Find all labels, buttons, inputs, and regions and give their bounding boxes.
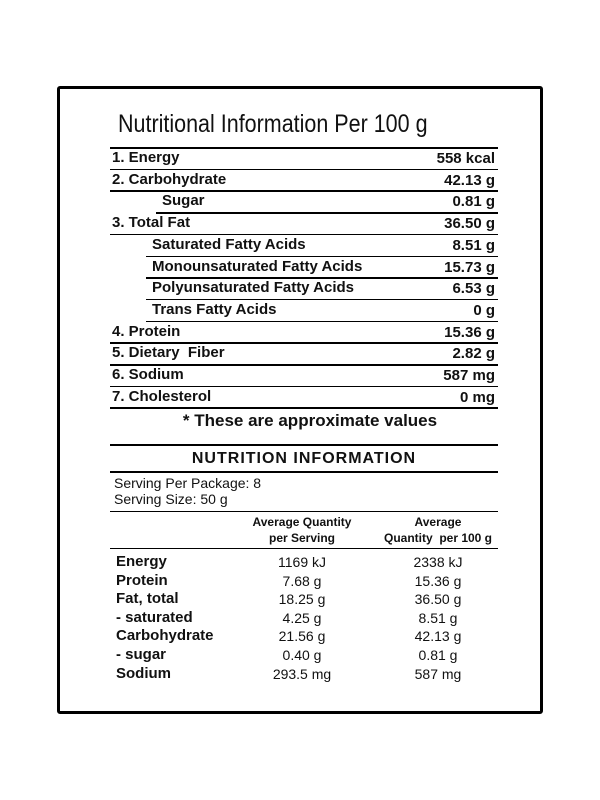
row-rule xyxy=(110,342,498,344)
row-label: 5. Dietary Fiber xyxy=(112,344,225,362)
nutrient-value: 2338 kJ xyxy=(413,554,463,570)
row-label: 1. Energy xyxy=(112,149,180,166)
rule xyxy=(110,511,498,512)
title: Nutritional Information Per 100 g xyxy=(118,110,428,138)
row-label: Saturated Fatty Acids xyxy=(152,235,306,253)
rule xyxy=(110,548,498,549)
nutrient-name: Sodium xyxy=(116,664,171,682)
row-label: 3. Total Fat xyxy=(112,214,191,232)
row-label: Trans Fatty Acids xyxy=(152,300,277,318)
row-rule xyxy=(146,298,498,301)
row-rule xyxy=(110,233,498,236)
nutrient-name: Fat, total xyxy=(116,590,179,608)
serving-info: Serving Size: 50 g xyxy=(114,491,228,507)
nutrient-name: - sugar xyxy=(116,646,167,663)
note: * These are approximate values xyxy=(182,411,438,430)
nutrient-name: Carbohydrate xyxy=(116,627,214,645)
row-value: 587 mg xyxy=(443,367,495,384)
label-frame xyxy=(57,86,543,714)
row-label: 6. Sodium xyxy=(112,366,184,383)
nutrient-value: 587 mg xyxy=(414,665,462,682)
panel-heading: NUTRITION INFORMATION xyxy=(191,450,417,467)
row-rule xyxy=(110,190,498,192)
nutrient-value: 293.5 mg xyxy=(272,665,332,682)
nutrient-value: 42.13 g xyxy=(414,628,462,645)
row-rule xyxy=(110,385,498,388)
row-value: 15.36 g xyxy=(444,323,495,341)
row-value: 15.73 g xyxy=(444,258,495,276)
column-header: Average xyxy=(414,515,462,529)
row-value: 42.13 g xyxy=(444,171,495,189)
rule xyxy=(110,471,498,473)
row-value: 2.82 g xyxy=(452,345,495,363)
row-rule xyxy=(146,277,498,279)
row-value: 558 kcal xyxy=(436,150,495,167)
row-label: Monounsaturated Fatty Acids xyxy=(152,257,363,275)
nutrient-name: - saturated xyxy=(116,608,193,626)
row-label: 2. Carbohydrate xyxy=(112,170,227,188)
row-value: 0.81 g xyxy=(452,193,495,211)
nutrient-value: 18.25 g xyxy=(278,591,326,608)
row-rule xyxy=(146,255,498,257)
nutrient-value: 21.56 g xyxy=(278,628,326,645)
nutrient-name: Energy xyxy=(116,553,167,570)
row-label: Polyunsaturated Fatty Acids xyxy=(152,279,354,297)
nutrient-value: 0.40 g xyxy=(282,647,322,663)
nutrient-value: 1169 kJ xyxy=(278,554,326,570)
row-value: 36.50 g xyxy=(444,215,495,233)
row-rule xyxy=(146,320,498,323)
column-header: Quantity per 100 g xyxy=(383,531,493,545)
row-label: 4. Protein xyxy=(112,322,181,340)
serving-info: Serving Per Package: 8 xyxy=(114,475,262,491)
row-label: 7. Cholesterol xyxy=(112,387,212,405)
row-value: 0 g xyxy=(473,301,495,319)
row-rule xyxy=(110,168,498,171)
nutrient-value: 7.68 g xyxy=(282,572,322,589)
nutrient-value: 8.51 g xyxy=(418,609,458,626)
row-value: 8.51 g xyxy=(452,236,495,254)
row-value: 0 mg xyxy=(459,388,495,406)
rule xyxy=(110,147,498,149)
row-value: 6.53 g xyxy=(452,280,495,298)
nutrient-name: Protein xyxy=(116,571,168,589)
row-rule xyxy=(110,407,498,409)
row-rule xyxy=(156,212,498,214)
column-header: per Serving xyxy=(268,531,336,545)
row-label: Sugar xyxy=(162,192,205,210)
nutrient-value: 15.36 g xyxy=(414,572,462,589)
nutrient-value: 0.81 g xyxy=(418,647,458,663)
nutrient-value: 4.25 g xyxy=(282,609,322,626)
rule xyxy=(110,444,498,446)
nutrient-value: 36.50 g xyxy=(414,591,462,608)
column-header: Average Quantity xyxy=(252,515,352,529)
row-rule xyxy=(110,364,498,366)
